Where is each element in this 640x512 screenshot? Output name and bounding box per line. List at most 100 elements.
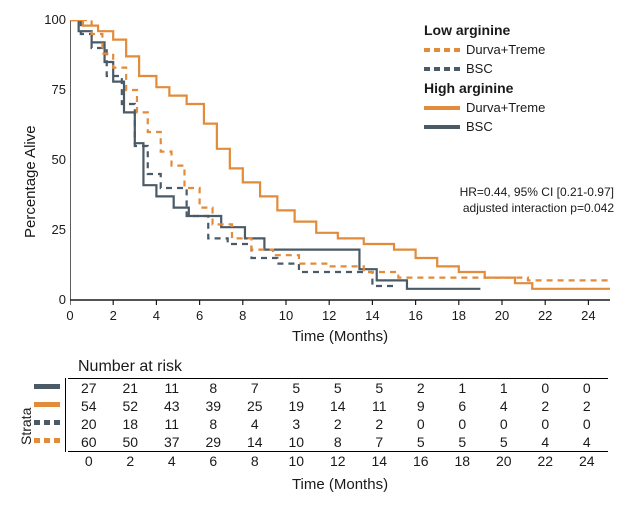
x-tick: 10 — [274, 308, 298, 323]
x-tick: 16 — [404, 308, 428, 323]
risk-x-axis-label: Time (Months) — [70, 476, 610, 493]
risk-cell: 8 — [234, 452, 276, 470]
legend-label: BSC — [466, 61, 493, 76]
legend-label: BSC — [466, 119, 493, 134]
risk-cell: 8 — [317, 433, 359, 451]
hr-line2: adjusted interaction p=0.042 — [420, 200, 614, 216]
risk-cell: 0 — [400, 415, 442, 433]
risk-cell: 27 — [68, 379, 110, 397]
risk-cell: 50 — [110, 433, 152, 451]
risk-swatch-high-dt — [34, 402, 60, 407]
risk-swatch-low-dt — [34, 438, 60, 443]
risk-swatch-column — [34, 384, 60, 456]
risk-table-title: Number at risk — [78, 358, 182, 376]
risk-cell: 6 — [193, 452, 235, 470]
x-tick: 8 — [231, 308, 255, 323]
risk-cell: 5 — [317, 379, 359, 397]
risk-cell: 60 — [68, 433, 110, 451]
risk-cell: 2 — [400, 379, 442, 397]
risk-cell: 25 — [234, 397, 276, 415]
risk-cell: 39 — [193, 397, 235, 415]
risk-cell: 5 — [400, 433, 442, 451]
risk-cell: 29 — [193, 433, 235, 451]
x-tick: 4 — [144, 308, 168, 323]
risk-row-low-dt: 6050372914108755544 — [68, 433, 608, 452]
risk-cell: 4 — [525, 433, 567, 451]
legend-item-high-dt: Durva+Treme — [424, 100, 545, 115]
risk-cell: 54 — [68, 397, 110, 415]
risk-cell: 8 — [193, 415, 235, 433]
risk-swatch-high-bsc — [34, 384, 60, 389]
risk-cell: 4 — [234, 415, 276, 433]
y-tick: 25 — [36, 222, 66, 237]
risk-cell: 18 — [110, 415, 152, 433]
risk-cell: 11 — [151, 379, 193, 397]
legend: Low arginineDurva+TremeBSCHigh arginineD… — [424, 22, 545, 138]
x-tick: 12 — [317, 308, 341, 323]
risk-cell: 37 — [151, 433, 193, 451]
x-tick: 2 — [101, 308, 125, 323]
risk-cell: 18 — [442, 452, 484, 470]
risk-cell: 0 — [566, 379, 608, 397]
risk-cell: 1 — [442, 379, 484, 397]
risk-table: 2721118755521100545243392519141196422201… — [68, 378, 608, 470]
risk-cell: 19 — [276, 397, 318, 415]
risk-cell: 5 — [442, 433, 484, 451]
risk-cell: 2 — [110, 452, 152, 470]
risk-cell: 20 — [68, 415, 110, 433]
risk-cell: 7 — [234, 379, 276, 397]
x-tick: 18 — [447, 308, 471, 323]
risk-cell: 0 — [525, 379, 567, 397]
y-tick: 100 — [36, 12, 66, 27]
risk-cell: 14 — [359, 452, 401, 470]
risk-cell: 2 — [525, 397, 567, 415]
risk-cell: 11 — [151, 415, 193, 433]
risk-cell: 5 — [483, 433, 525, 451]
strata-label: Strata — [18, 408, 34, 445]
risk-cell: 4 — [151, 452, 193, 470]
legend-swatch — [424, 48, 460, 52]
legend-label: Durva+Treme — [466, 42, 545, 57]
risk-cell: 52 — [110, 397, 152, 415]
legend-group-title: Low arginine — [424, 22, 545, 38]
risk-cell: 8 — [193, 379, 235, 397]
km-figure: Percentage Alive 0255075100 024681012141… — [0, 0, 640, 512]
legend-item-low-dt: Durva+Treme — [424, 42, 545, 57]
risk-cell: 11 — [359, 397, 401, 415]
x-tick: 20 — [490, 308, 514, 323]
risk-cell: 0 — [525, 415, 567, 433]
risk-cell: 2 — [317, 415, 359, 433]
risk-cell: 1 — [483, 379, 525, 397]
risk-cell: 3 — [276, 415, 318, 433]
risk-row-high-bsc: 2721118755521100 — [68, 378, 608, 397]
risk-cell: 2 — [566, 397, 608, 415]
legend-item-low-bsc: BSC — [424, 61, 545, 76]
risk-cell: 4 — [566, 433, 608, 451]
risk-cell: 9 — [400, 397, 442, 415]
x-tick: 0 — [58, 308, 82, 323]
risk-swatch-low-bsc — [34, 420, 60, 425]
risk-cell: 14 — [234, 433, 276, 451]
hr-line1: HR=0.44, 95% CI [0.21-0.97] — [420, 184, 614, 200]
y-tick: 0 — [36, 292, 66, 307]
x-tick: 6 — [188, 308, 212, 323]
risk-cell: 14 — [317, 397, 359, 415]
risk-cell: 7 — [359, 433, 401, 451]
risk-cell: 0 — [68, 452, 110, 470]
risk-cell: 43 — [151, 397, 193, 415]
y-tick: 75 — [36, 82, 66, 97]
risk-cell: 22 — [525, 452, 567, 470]
risk-cell: 20 — [483, 452, 525, 470]
risk-cell: 0 — [566, 415, 608, 433]
y-tick: 50 — [36, 152, 66, 167]
legend-label: Durva+Treme — [466, 100, 545, 115]
x-axis-label: Time (Months) — [70, 328, 610, 345]
risk-cell: 24 — [566, 452, 608, 470]
x-tick: 24 — [576, 308, 600, 323]
risk-cell: 10 — [276, 433, 318, 451]
risk-cell: 16 — [400, 452, 442, 470]
risk-cell: 2 — [359, 415, 401, 433]
risk-row-high-dt: 545243392519141196422 — [68, 397, 608, 415]
risk-times-row: 024681012141618202224 — [68, 452, 608, 470]
risk-cell: 4 — [483, 397, 525, 415]
